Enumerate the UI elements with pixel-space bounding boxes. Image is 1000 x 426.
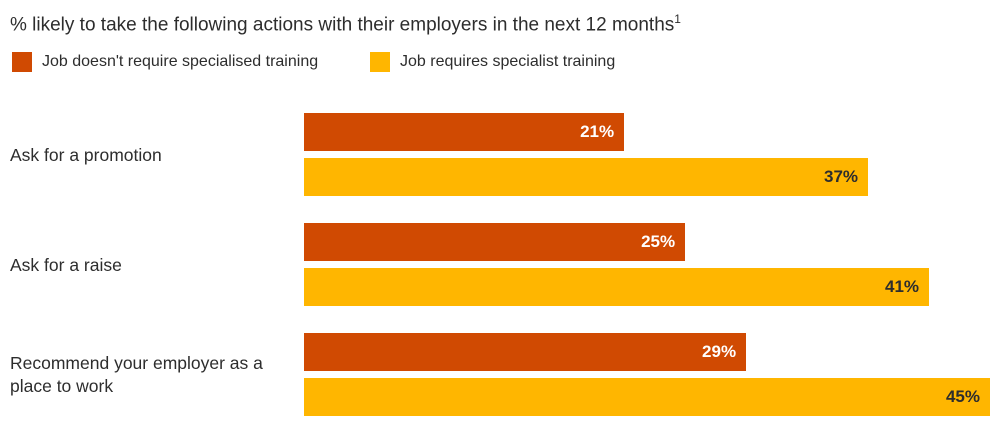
data-label: 21% <box>580 122 615 141</box>
legend-label: Job requires specialist training <box>400 53 616 70</box>
category-label: Ask for a promotion <box>10 144 162 165</box>
legend-swatch <box>12 52 32 72</box>
bar: 21% <box>304 113 625 151</box>
data-label: 45% <box>945 387 980 406</box>
title-text: % likely to take the following actions w… <box>10 14 675 36</box>
chart-title: % likely to take the following actions w… <box>10 12 681 36</box>
bar: 37% <box>304 158 869 196</box>
bar: 29% <box>304 333 747 371</box>
title-footnote: 1 <box>674 12 681 26</box>
bar: 45% <box>304 378 990 416</box>
legend-label: Job doesn't require specialised training <box>42 53 319 70</box>
category-label: Ask for a raise <box>10 254 122 275</box>
data-label: 29% <box>702 342 737 361</box>
legend-swatch <box>370 52 390 72</box>
data-label: 41% <box>884 277 920 296</box>
legend-item-specialist-training: Job requires specialist training <box>370 52 615 72</box>
legend-item-no-training: Job doesn't require specialised training <box>12 52 318 72</box>
data-label: 25% <box>641 232 676 251</box>
bar: 41% <box>304 268 930 306</box>
bar: 25% <box>304 223 686 261</box>
category-label: Recommend your employer as a place to wo… <box>10 353 263 396</box>
data-label: 37% <box>824 167 859 186</box>
